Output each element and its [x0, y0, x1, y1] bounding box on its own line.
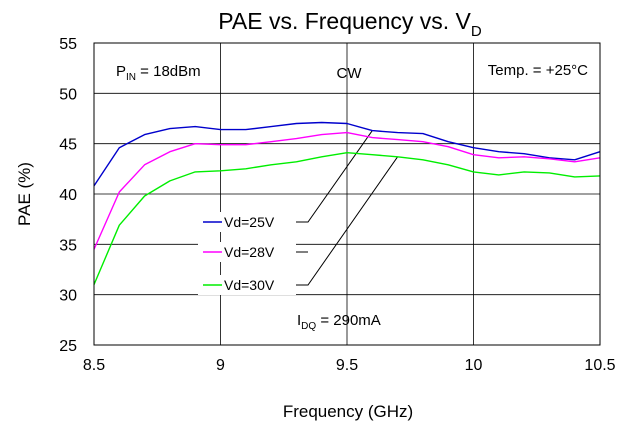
y-tick-label: 40: [59, 187, 77, 204]
series-line-vd-30v: [93, 151, 601, 285]
y-axis-label: PAE (%): [15, 162, 34, 226]
annotation-temp: Temp. = +25°C: [488, 62, 588, 79]
series-line-vd-25v: [93, 121, 601, 187]
annotation-idq: IDQ = 290mA: [297, 312, 381, 332]
legend-label-vd-30v: Vd=30V: [224, 277, 275, 293]
y-tick-label: 55: [59, 36, 77, 53]
legend-label-vd-28v: Vd=28V: [224, 244, 275, 260]
grid: [94, 43, 600, 345]
legend-bg: [198, 275, 296, 295]
x-tick-label: 9.5: [336, 357, 358, 374]
y-tick-label: 50: [59, 86, 77, 103]
legend-bg: [198, 242, 296, 262]
x-tick-label: 10.5: [584, 357, 615, 374]
plot-frame: [93, 42, 601, 346]
y-tick-label: 30: [59, 288, 77, 305]
y-tick-label: 25: [59, 338, 77, 355]
annotation-pin: PIN = 18dBm: [116, 63, 201, 83]
legend-bg: [198, 212, 296, 232]
leader-line-vd-30v: [296, 156, 399, 286]
series-line-vd-28v: [93, 131, 601, 250]
y-tick-label: 45: [59, 137, 77, 154]
legend-label-vd-25v: Vd=25V: [224, 214, 275, 230]
leader-line-vd-25v: [296, 130, 373, 223]
x-tick-label: 8.5: [83, 357, 105, 374]
x-axis-label: Frequency (GHz): [283, 402, 413, 421]
x-tick-label: 10: [465, 357, 483, 374]
chart-title: PAE vs. Frequency vs. VD: [218, 8, 482, 40]
x-tick-labels: 8.5 9 9.5 10 10.5: [83, 357, 616, 374]
legend: Vd=25V Vd=28V Vd=30V: [198, 212, 296, 295]
x-tick-label: 9: [216, 357, 225, 374]
legend-leader-lines: [296, 130, 399, 286]
annotation-mode: CW: [337, 65, 363, 82]
y-tick-labels: 25 30 35 40 45 50 55: [59, 36, 77, 355]
y-tick-label: 35: [59, 237, 77, 254]
series-lines: [93, 121, 601, 285]
